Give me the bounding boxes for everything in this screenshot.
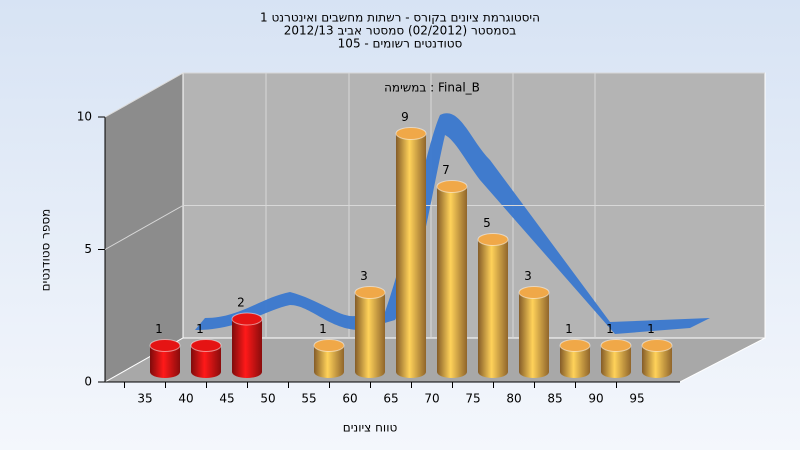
bar-top [518, 286, 550, 299]
bar [437, 186, 467, 372]
data-label: 2 [237, 296, 245, 310]
x-axis-label: טווח ציונים [343, 421, 398, 435]
x-tick-label: 45 [219, 392, 234, 406]
bar-top [641, 339, 673, 352]
data-label: 3 [360, 269, 368, 283]
bar [519, 292, 549, 372]
x-tick-label: 70 [424, 392, 439, 406]
bar-top [600, 339, 632, 352]
bar [232, 319, 262, 372]
data-label: 1 [565, 322, 573, 336]
bar-bottom [601, 366, 631, 378]
bar-bottom [396, 366, 426, 378]
grid-line [104, 72, 765, 118]
data-label: 1 [647, 322, 655, 336]
bar-bottom [314, 366, 344, 378]
bar-bottom [437, 366, 467, 378]
x-tick-label: 85 [547, 392, 562, 406]
y-axis-label: מספר סטודנטים [39, 209, 53, 292]
chart-title: היסטוגרמת ציונים בקורס - רשתות מחשבים וא… [260, 11, 540, 25]
data-label: 5 [483, 216, 491, 230]
x-tick-label: 80 [506, 392, 521, 406]
bar-top [559, 339, 591, 352]
bar [355, 292, 385, 372]
y-tick-label: 10 [77, 110, 92, 124]
data-label: 1 [606, 322, 614, 336]
data-label: 7 [442, 163, 450, 177]
data-label: 3 [524, 269, 532, 283]
data-label: 1 [155, 322, 163, 336]
x-tick-label: 90 [588, 392, 603, 406]
grid-line [104, 205, 765, 250]
bar-bottom [355, 366, 385, 378]
bar [396, 133, 426, 372]
bar-bottom [150, 366, 180, 378]
chart-subtitle: סטודנטים רשומים - 105 [338, 37, 463, 51]
y-tick-label: 0 [84, 375, 92, 389]
bar-bottom [478, 366, 508, 378]
bar-bottom [191, 366, 221, 378]
bar-top [149, 339, 181, 352]
x-tick-label: 55 [301, 392, 316, 406]
bar-top [436, 180, 468, 193]
data-label: 1 [196, 322, 204, 336]
x-tick-label: 40 [178, 392, 193, 406]
bar [478, 239, 508, 372]
x-tick-label: 75 [465, 392, 480, 406]
y-tick-label: 5 [84, 242, 92, 256]
data-label: 1 [319, 322, 327, 336]
bar-bottom [519, 366, 549, 378]
x-tick-label: 95 [629, 392, 644, 406]
chart-subtitle: בסמסטר (02/2012) סמסטר אביב 2012/13 [284, 24, 516, 38]
bar-top [354, 286, 386, 299]
x-tick-label: 60 [342, 392, 357, 406]
bar-top [477, 233, 509, 246]
bar-top [313, 339, 345, 352]
x-tick-label: 50 [260, 392, 275, 406]
bar-bottom [642, 366, 672, 378]
data-label: 9 [401, 110, 409, 124]
x-tick-label: 65 [383, 392, 398, 406]
annotation: במשימה : Final_B [384, 81, 480, 95]
x-tick-label: 35 [137, 392, 152, 406]
bar-bottom [560, 366, 590, 378]
bar-top [190, 339, 222, 352]
distribution-curve [195, 113, 710, 335]
bar-top [231, 312, 263, 326]
bar-bottom [232, 366, 262, 378]
bar-top [395, 127, 427, 140]
